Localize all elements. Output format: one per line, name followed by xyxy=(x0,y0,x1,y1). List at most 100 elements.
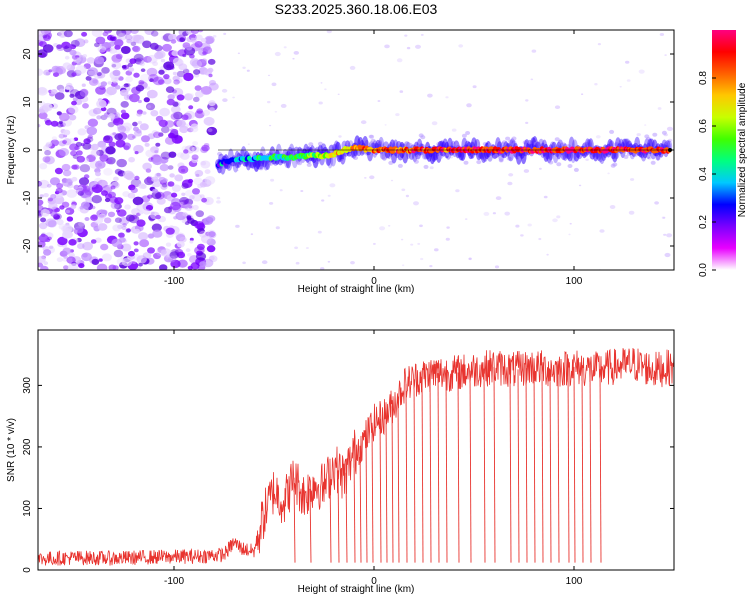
noise-speckle xyxy=(133,53,144,62)
noise-speckle xyxy=(208,82,219,91)
noise-speckle xyxy=(187,217,195,224)
noise-speckle xyxy=(581,93,584,95)
noise-speckle xyxy=(181,183,189,189)
noise-speckle xyxy=(223,32,227,36)
noise-speckle xyxy=(96,72,102,77)
noise-speckle xyxy=(664,252,671,258)
noise-speckle xyxy=(597,43,602,46)
noise-speckle xyxy=(164,206,172,214)
noise-speckle xyxy=(117,232,123,237)
noise-speckle xyxy=(38,112,48,120)
noise-speckle xyxy=(65,86,71,91)
noise-speckle xyxy=(388,225,391,227)
snr-dropout xyxy=(429,374,432,563)
noise-speckle xyxy=(74,38,86,47)
noise-speckle xyxy=(56,219,64,225)
noise-speckle xyxy=(115,53,123,60)
snr-dropout xyxy=(525,368,528,563)
noise-speckle xyxy=(160,248,172,257)
noise-speckle xyxy=(530,78,534,81)
noise-speckle xyxy=(176,119,186,128)
noise-speckle xyxy=(142,252,152,259)
noise-speckle xyxy=(124,145,131,151)
noise-speckle xyxy=(50,120,59,127)
noise-speckle xyxy=(107,211,116,218)
noise-speckle xyxy=(182,212,188,217)
noise-speckle xyxy=(132,135,137,139)
noise-speckle xyxy=(427,93,433,98)
noise-speckle xyxy=(349,65,356,70)
noise-speckle xyxy=(163,77,172,85)
noise-speckle xyxy=(100,243,109,251)
noise-speckle xyxy=(569,222,572,225)
noise-speckle xyxy=(206,126,218,136)
noise-speckle xyxy=(197,227,205,234)
noise-speckle xyxy=(159,164,169,172)
noise-speckle xyxy=(74,226,84,234)
x-tick-label: 0 xyxy=(371,576,377,587)
noise-speckle xyxy=(140,68,146,72)
noise-speckle xyxy=(607,172,610,175)
snr-dropout xyxy=(599,369,602,563)
noise-speckle xyxy=(543,195,548,199)
noise-speckle xyxy=(420,257,424,261)
ridge-halo xyxy=(567,164,573,168)
noise-speckle xyxy=(45,143,51,148)
snr-panel: -100 0 100 0 100 200 300 Height of straight l… xyxy=(6,329,675,595)
noise-speckle xyxy=(38,86,47,94)
ridge-halo xyxy=(554,137,560,142)
noise-speckle xyxy=(188,205,193,209)
noise-speckle xyxy=(189,93,194,98)
spectrogram-x-ticks: -100 0 100 xyxy=(164,30,583,287)
noise-speckle xyxy=(83,39,89,44)
noise-speckle xyxy=(68,44,75,49)
noise-speckle xyxy=(136,204,146,212)
noise-speckle xyxy=(156,249,166,257)
noise-speckle xyxy=(86,136,94,143)
noise-speckle xyxy=(179,196,189,205)
snr-dropout xyxy=(541,368,544,563)
noise-speckle xyxy=(206,245,216,253)
noise-speckle xyxy=(138,79,145,85)
noise-speckle xyxy=(100,81,108,87)
noise-speckle xyxy=(149,78,154,82)
noise-speckle xyxy=(152,188,159,194)
noise-speckle xyxy=(94,177,103,185)
noise-speckle xyxy=(216,200,221,204)
noise-speckle xyxy=(644,124,647,126)
noise-speckle xyxy=(176,94,185,101)
noise-speckle xyxy=(99,154,109,162)
noise-speckle xyxy=(609,205,616,209)
noise-speckle xyxy=(38,199,44,206)
noise-speckle xyxy=(466,103,472,108)
y-tick-label: 300 xyxy=(22,377,33,394)
noise-speckle xyxy=(61,163,71,171)
noise-speckle xyxy=(178,63,188,71)
noise-speckle xyxy=(56,183,64,189)
noise-speckle xyxy=(152,61,159,66)
noise-speckle xyxy=(48,69,53,73)
ridge-halo xyxy=(463,160,469,165)
noise-speckle xyxy=(271,82,277,87)
noise-speckle xyxy=(458,44,464,48)
noise-speckle xyxy=(131,260,137,265)
noise-speckle xyxy=(91,214,98,220)
noise-speckle xyxy=(195,90,204,98)
ridge-halo xyxy=(407,142,413,147)
noise-speckle xyxy=(395,113,400,117)
ridge-halo xyxy=(370,138,376,143)
noise-speckle xyxy=(599,229,605,233)
noise-speckle xyxy=(232,96,236,99)
noise-speckle xyxy=(167,255,176,263)
noise-speckle xyxy=(101,253,112,262)
noise-speckle xyxy=(38,68,44,76)
snr-dropout xyxy=(359,445,362,563)
noise-speckle xyxy=(246,69,250,72)
noise-speckle xyxy=(146,89,158,99)
noise-speckle xyxy=(664,54,667,56)
noise-speckle xyxy=(419,224,423,228)
noise-speckle xyxy=(71,55,78,60)
noise-speckle xyxy=(142,111,147,115)
spectrogram-y-label: Frequency (Hz) xyxy=(6,116,17,185)
noise-speckle xyxy=(165,86,175,93)
